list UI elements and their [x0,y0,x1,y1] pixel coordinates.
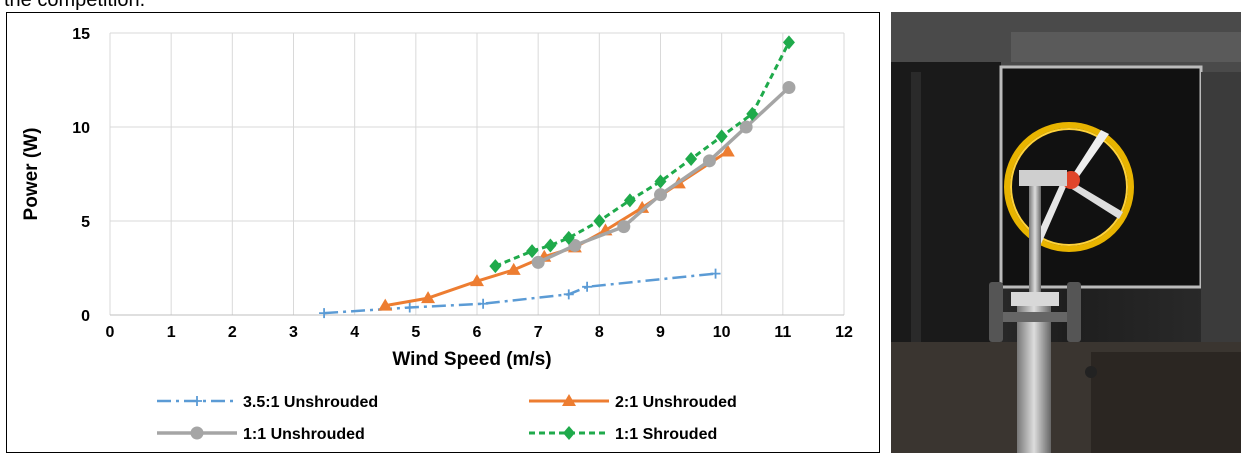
data-point [378,298,393,311]
x-tick-label: 4 [350,324,359,341]
x-tick-label: 8 [595,324,604,341]
data-point [526,244,539,259]
data-point [489,259,502,274]
legend-marker [190,426,204,440]
y-axis-title: Power (W) [21,128,42,221]
data-point [470,274,484,287]
data-point [746,106,759,121]
power-chart: 0 1 2 3 4 5 6 7 8 9 10 11 12 0 5 10 15 Wind Speed (m/s) Po… [6,12,880,453]
data-point [782,81,796,95]
x-tick-label: 5 [411,324,420,341]
data-point [319,308,330,319]
caption-fragment: the competition. [4,0,146,11]
data-point [593,214,606,228]
legend-label-4: 1:1 Shrouded [615,426,717,443]
data-point [685,151,698,166]
x-tick-label: 7 [534,324,543,341]
x-tick-label: 9 [656,324,665,341]
data-point [654,188,667,202]
series-line-1 [324,272,716,315]
legend-label-2: 2:1 Unshrouded [615,394,737,411]
legend-marker [563,426,575,440]
y-tick-label: 10 [72,120,90,137]
series-line-2 [385,150,729,308]
data-point [654,174,667,189]
data-point [563,289,574,300]
legend-label-1: 3.5:1 Unshrouded [243,394,378,411]
y-tick-label: 5 [81,214,90,231]
data-point [782,35,795,50]
legend-label-3: 1:1 Unshrouded [243,426,365,443]
wind-turbine-photo [891,12,1241,453]
data-point [506,262,521,275]
data-point [421,291,436,304]
x-tick-label: 6 [473,324,482,341]
data-point [720,144,735,157]
x-tick-label: 11 [774,324,791,341]
x-tick-label: 12 [835,324,853,341]
data-point [404,302,415,313]
x-tick-label: 0 [106,324,115,341]
data-point [582,281,593,292]
y-tick-label: 0 [81,308,90,325]
data-point [715,129,728,144]
x-tick-label: 2 [228,324,237,341]
data-point [562,230,575,245]
legend-marker [562,394,576,406]
turbine-image [891,12,1241,453]
data-point [617,220,631,234]
y-tick-label: 15 [72,26,90,43]
data-point [702,154,716,168]
data-point [478,298,489,309]
data-point [710,268,721,279]
x-axis-title: Wind Speed (m/s) [392,349,551,370]
x-tick-label: 1 [167,324,176,341]
x-tick-label: 3 [289,324,298,341]
data-point [623,193,636,208]
data-point [739,120,753,134]
data-point [568,238,582,252]
data-point [544,238,557,253]
x-tick-label: 10 [713,324,731,341]
data-point [531,255,545,269]
legend-marker [192,396,202,406]
series-line-4 [494,41,791,268]
